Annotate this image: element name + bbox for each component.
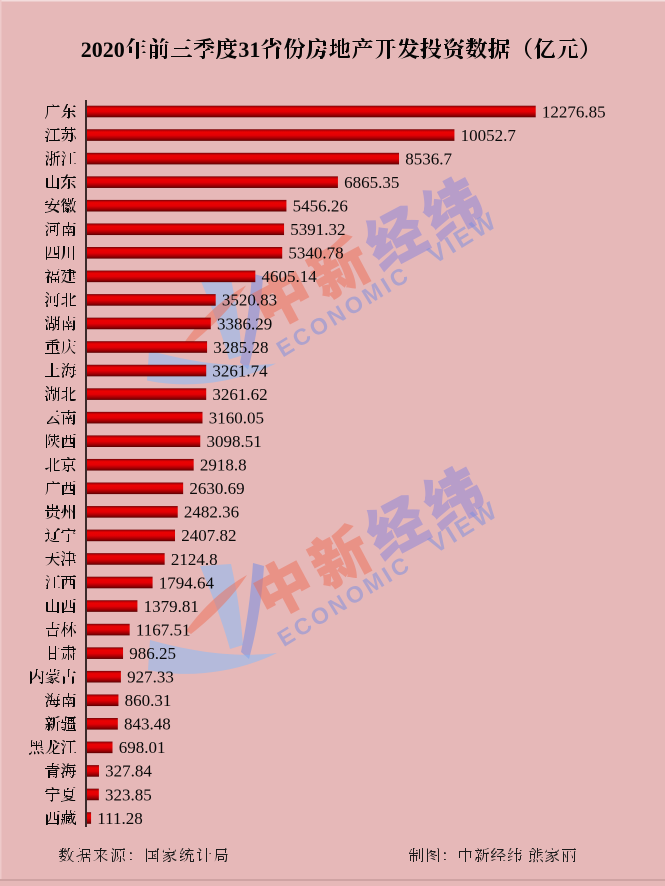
svg-text:5456.26: 5456.26: [293, 197, 348, 216]
svg-text:5391.32: 5391.32: [290, 220, 345, 239]
svg-text:860.31: 860.31: [125, 691, 172, 710]
svg-text:5340.78: 5340.78: [288, 244, 343, 263]
svg-text:2407.82: 2407.82: [181, 526, 236, 545]
svg-text:8536.7: 8536.7: [405, 149, 452, 168]
svg-text:6865.35: 6865.35: [344, 173, 399, 192]
svg-text:10052.7: 10052.7: [461, 126, 517, 145]
svg-text:2918.8: 2918.8: [200, 456, 247, 475]
svg-text:1794.64: 1794.64: [159, 573, 215, 592]
svg-text:843.48: 843.48: [124, 715, 171, 734]
svg-text:2124.8: 2124.8: [171, 550, 218, 569]
svg-text:2482.36: 2482.36: [184, 503, 239, 522]
svg-text:31: 31: [238, 37, 260, 62]
svg-text:12276.85: 12276.85: [542, 102, 606, 121]
svg-text:3386.29: 3386.29: [217, 314, 272, 333]
svg-text:1379.81: 1379.81: [144, 597, 199, 616]
svg-text:323.85: 323.85: [105, 785, 152, 804]
svg-text:4605.14: 4605.14: [262, 267, 318, 286]
svg-text:3160.05: 3160.05: [209, 408, 264, 427]
svg-text:1167.51: 1167.51: [136, 620, 191, 639]
svg-text:3285.28: 3285.28: [213, 338, 268, 357]
svg-text:986.25: 986.25: [129, 644, 176, 663]
svg-text:3261.74: 3261.74: [212, 361, 268, 380]
svg-text:3520.83: 3520.83: [222, 291, 277, 310]
svg-text:3098.51: 3098.51: [206, 432, 261, 451]
svg-text:927.33: 927.33: [127, 668, 174, 687]
svg-text:111.28: 111.28: [97, 809, 142, 828]
svg-text:2020: 2020: [81, 37, 125, 62]
svg-text:3261.62: 3261.62: [212, 385, 267, 404]
svg-text:698.01: 698.01: [119, 738, 166, 757]
svg-text:327.84: 327.84: [105, 762, 152, 781]
svg-text:2630.69: 2630.69: [189, 479, 244, 498]
